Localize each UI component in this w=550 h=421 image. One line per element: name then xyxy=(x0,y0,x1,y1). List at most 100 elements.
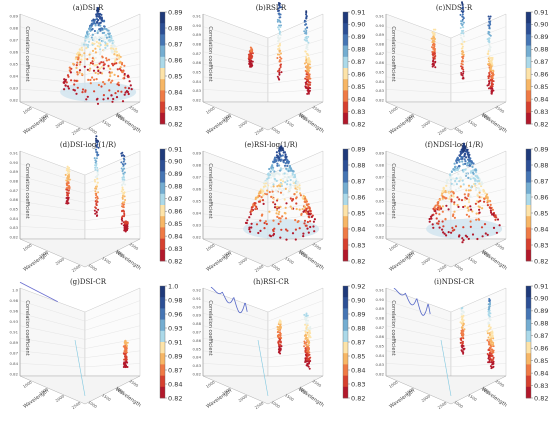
x-tick-label: 1000 xyxy=(22,105,33,115)
x-tick-label: 2000 xyxy=(420,393,431,403)
data-point xyxy=(278,12,281,15)
panel-5: (e)RSI-log(1/R)0.890.880.870.860.850.840… xyxy=(193,141,366,273)
data-point xyxy=(432,226,435,229)
data-point xyxy=(450,192,453,195)
data-point xyxy=(253,202,256,205)
data-point xyxy=(461,53,464,55)
data-point xyxy=(445,181,448,184)
data-point xyxy=(487,303,490,306)
y-tick-label: 1000 xyxy=(270,125,281,135)
colorbar-label: 0.89 xyxy=(351,145,365,153)
x-tick-label: 2500 xyxy=(71,126,82,136)
data-point xyxy=(91,57,94,60)
data-point xyxy=(312,220,315,223)
data-point xyxy=(121,178,124,181)
data-point xyxy=(276,328,279,331)
panel-9: (i)NDSI-CR0.910.900.890.880.870.860.850.… xyxy=(376,278,549,410)
panel-title: (i)NDSI-CR xyxy=(434,278,475,286)
data-point xyxy=(441,195,444,198)
data-point xyxy=(64,173,67,176)
data-point xyxy=(491,334,493,337)
data-point xyxy=(68,69,71,72)
colorbar-label: 0.88 xyxy=(351,161,365,169)
data-point xyxy=(102,94,105,97)
x-axis-title: Wavelength xyxy=(205,388,233,410)
grid-line xyxy=(385,26,452,48)
x-tick-label: 1500 xyxy=(221,249,232,259)
colorbar-label: 1.0 xyxy=(168,282,178,290)
data-point xyxy=(491,330,494,333)
z-tick-label: 0.89 xyxy=(376,32,385,37)
data-point xyxy=(460,72,463,74)
x-tick-label: 1500 xyxy=(38,112,49,122)
x-tick-label: 1000 xyxy=(22,242,33,252)
data-point xyxy=(462,72,465,75)
data-point xyxy=(459,176,462,179)
grid-line xyxy=(450,64,507,75)
colorbar-segment xyxy=(526,297,531,309)
colorbar-segment xyxy=(526,238,531,251)
colorbar-segment xyxy=(160,308,165,320)
grid-line xyxy=(19,325,86,340)
z-tick-label: 0.86 xyxy=(193,187,202,192)
colorbar-segment xyxy=(526,101,531,114)
data-point xyxy=(305,35,308,38)
data-point xyxy=(66,202,69,205)
data-point xyxy=(123,203,125,206)
data-point xyxy=(74,57,77,61)
colorbar-segment xyxy=(160,68,165,80)
data-point xyxy=(468,159,471,163)
data-point xyxy=(117,53,121,56)
y-tick-label: 2500 xyxy=(129,378,140,388)
z-tick-label: 0.88 xyxy=(193,42,202,47)
y-tick-label: 1000 xyxy=(87,262,98,272)
data-point xyxy=(99,48,102,51)
colorbar-segment xyxy=(343,297,348,309)
data-point xyxy=(73,89,76,92)
data-point xyxy=(94,164,97,167)
floor xyxy=(202,238,324,268)
colorbar-label: 0.91 xyxy=(351,8,365,16)
panel-title: (g)DSI-CR xyxy=(70,278,107,286)
data-point xyxy=(284,162,287,165)
colorbar-label: 0.85 xyxy=(351,352,365,360)
data-point xyxy=(96,8,99,11)
data-point xyxy=(272,183,275,186)
data-point xyxy=(440,207,443,210)
data-point xyxy=(458,234,461,237)
data-point xyxy=(113,44,116,48)
data-point xyxy=(431,40,434,43)
data-point xyxy=(265,193,268,196)
data-point xyxy=(438,198,441,201)
data-point xyxy=(95,184,98,187)
data-point xyxy=(259,190,262,193)
colorbar-label: 0.91 xyxy=(168,338,182,346)
data-point xyxy=(460,62,463,65)
colorbar-label: 0.84 xyxy=(168,232,182,240)
grid-line xyxy=(450,300,507,322)
data-point xyxy=(266,179,269,182)
colorbar-segment xyxy=(343,205,348,217)
data-point xyxy=(303,209,306,212)
data-point xyxy=(272,234,275,237)
data-point xyxy=(279,56,282,59)
z-axis-title: Correlation coefficient xyxy=(390,163,396,218)
data-point xyxy=(63,81,66,84)
data-point xyxy=(277,7,280,10)
data-point xyxy=(107,64,110,67)
grid-line xyxy=(385,51,452,66)
data-point xyxy=(122,206,125,209)
colorbar-label: 0.87 xyxy=(351,58,365,66)
data-point xyxy=(286,229,289,232)
z-axis-title: Correlation coefficient xyxy=(24,300,30,355)
data-point xyxy=(111,79,114,82)
grid-line xyxy=(84,163,141,185)
data-point xyxy=(487,63,490,66)
grid-line xyxy=(19,350,86,358)
data-point xyxy=(286,173,289,176)
data-point xyxy=(279,26,282,29)
data-point xyxy=(432,59,435,62)
data-point xyxy=(486,339,489,342)
colorbar-segment xyxy=(160,34,165,46)
data-point xyxy=(124,221,127,223)
